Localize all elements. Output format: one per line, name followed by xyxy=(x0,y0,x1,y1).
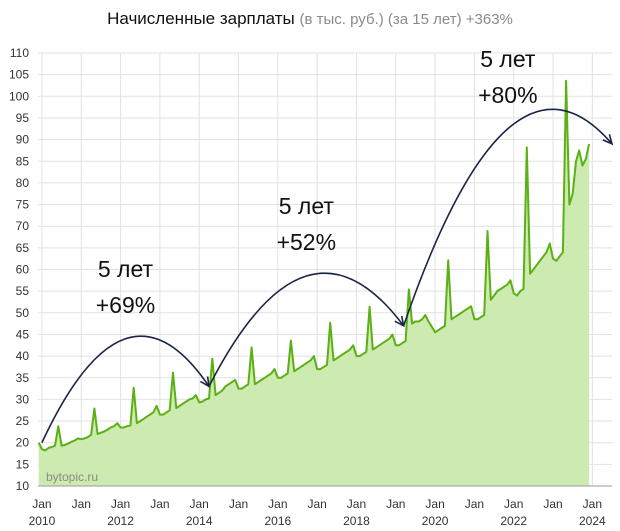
x-tick-label-month: Jan xyxy=(268,497,287,511)
annotation-arrow xyxy=(402,108,613,327)
x-tick-label-year: 2012 xyxy=(107,514,134,528)
x-tick-label-year: 2018 xyxy=(343,514,370,528)
x-tick-label-month: Jan xyxy=(465,497,484,511)
annotation-period-label: 5 лет xyxy=(279,193,335,219)
annotation-period-label: 5 лет xyxy=(480,46,536,72)
y-tick-label: 95 xyxy=(16,111,30,125)
x-tick-label-month: Jan xyxy=(583,497,602,511)
x-tick-label-year: 2020 xyxy=(422,514,449,528)
x-tick-label-year: 2024 xyxy=(579,514,606,528)
y-tick-label: 10 xyxy=(16,479,30,493)
y-tick-label: 40 xyxy=(16,349,30,363)
y-tick-label: 25 xyxy=(16,414,30,428)
x-tick-label-month: Jan xyxy=(32,497,51,511)
y-tick-label: 65 xyxy=(16,241,30,255)
x-tick-label-month: Jan xyxy=(347,497,366,511)
y-tick-label: 15 xyxy=(16,457,30,471)
annotation-growth-label: +52% xyxy=(277,229,336,255)
x-tick-label-month: Jan xyxy=(229,497,248,511)
axes: 10 15 20 25 30 35 40 45 50 55 60 65 70 75 80 85 90 95 100 1… xyxy=(9,46,612,528)
annotation-arrowhead xyxy=(602,134,614,146)
y-tick-label: 35 xyxy=(16,371,30,385)
annotation-arrow xyxy=(41,335,210,444)
y-tick-label: 30 xyxy=(16,392,30,406)
x-tick-label-month: Jan xyxy=(543,497,562,511)
y-tick-label: 60 xyxy=(16,263,30,277)
chart-title-main: Начисленные зарплаты xyxy=(107,9,295,28)
series-fill xyxy=(38,80,590,486)
x-tick-label-month: Jan xyxy=(504,497,523,511)
y-tick-label: 50 xyxy=(16,306,30,320)
annotation-period-label: 5 лет xyxy=(98,256,154,282)
watermark: bytopic.ru xyxy=(46,470,98,484)
annotations: 5 лет +69% 5 лет +52% 5 лет +80% xyxy=(41,46,614,444)
x-tick-label-year: 2016 xyxy=(264,514,291,528)
x-tick-label-year: 2022 xyxy=(500,514,527,528)
series-area xyxy=(37,79,591,486)
x-tick-label-month: Jan xyxy=(111,497,130,511)
x-tick-label-month: Jan xyxy=(150,497,169,511)
x-tick-label-month: Jan xyxy=(190,497,209,511)
y-tick-label: 105 xyxy=(9,68,29,82)
x-tick-label-year: 2010 xyxy=(29,514,56,528)
annotation-growth-label: +69% xyxy=(96,292,155,318)
y-tick-label: 110 xyxy=(10,46,29,60)
y-tick-label: 70 xyxy=(16,219,30,233)
chart-subtitle: (в тыс. руб.) (за 15 лет) +363% xyxy=(299,11,513,28)
x-tick-label-month: Jan xyxy=(307,497,326,511)
y-tick-label: 80 xyxy=(16,176,30,190)
annotation-arrow xyxy=(208,272,405,387)
x-tick-label-month: Jan xyxy=(386,497,405,511)
y-tick-label: 45 xyxy=(16,327,30,341)
x-tick-label-month: Jan xyxy=(72,497,91,511)
series-line xyxy=(37,79,591,452)
y-tick-label: 20 xyxy=(16,436,30,450)
y-tick-label: 90 xyxy=(16,133,30,147)
annotation-growth-label: +80% xyxy=(478,82,537,108)
y-tick-label: 55 xyxy=(16,284,30,298)
x-tick-label-year: 2014 xyxy=(186,514,213,528)
y-tick-label: 75 xyxy=(16,198,30,212)
x-tick-label-month: Jan xyxy=(425,497,444,511)
y-tick-label: 100 xyxy=(9,89,29,103)
chart-title: Начисленные зарплаты (в тыс. руб.) (за 1… xyxy=(0,9,620,29)
y-tick-label: 85 xyxy=(16,154,30,168)
